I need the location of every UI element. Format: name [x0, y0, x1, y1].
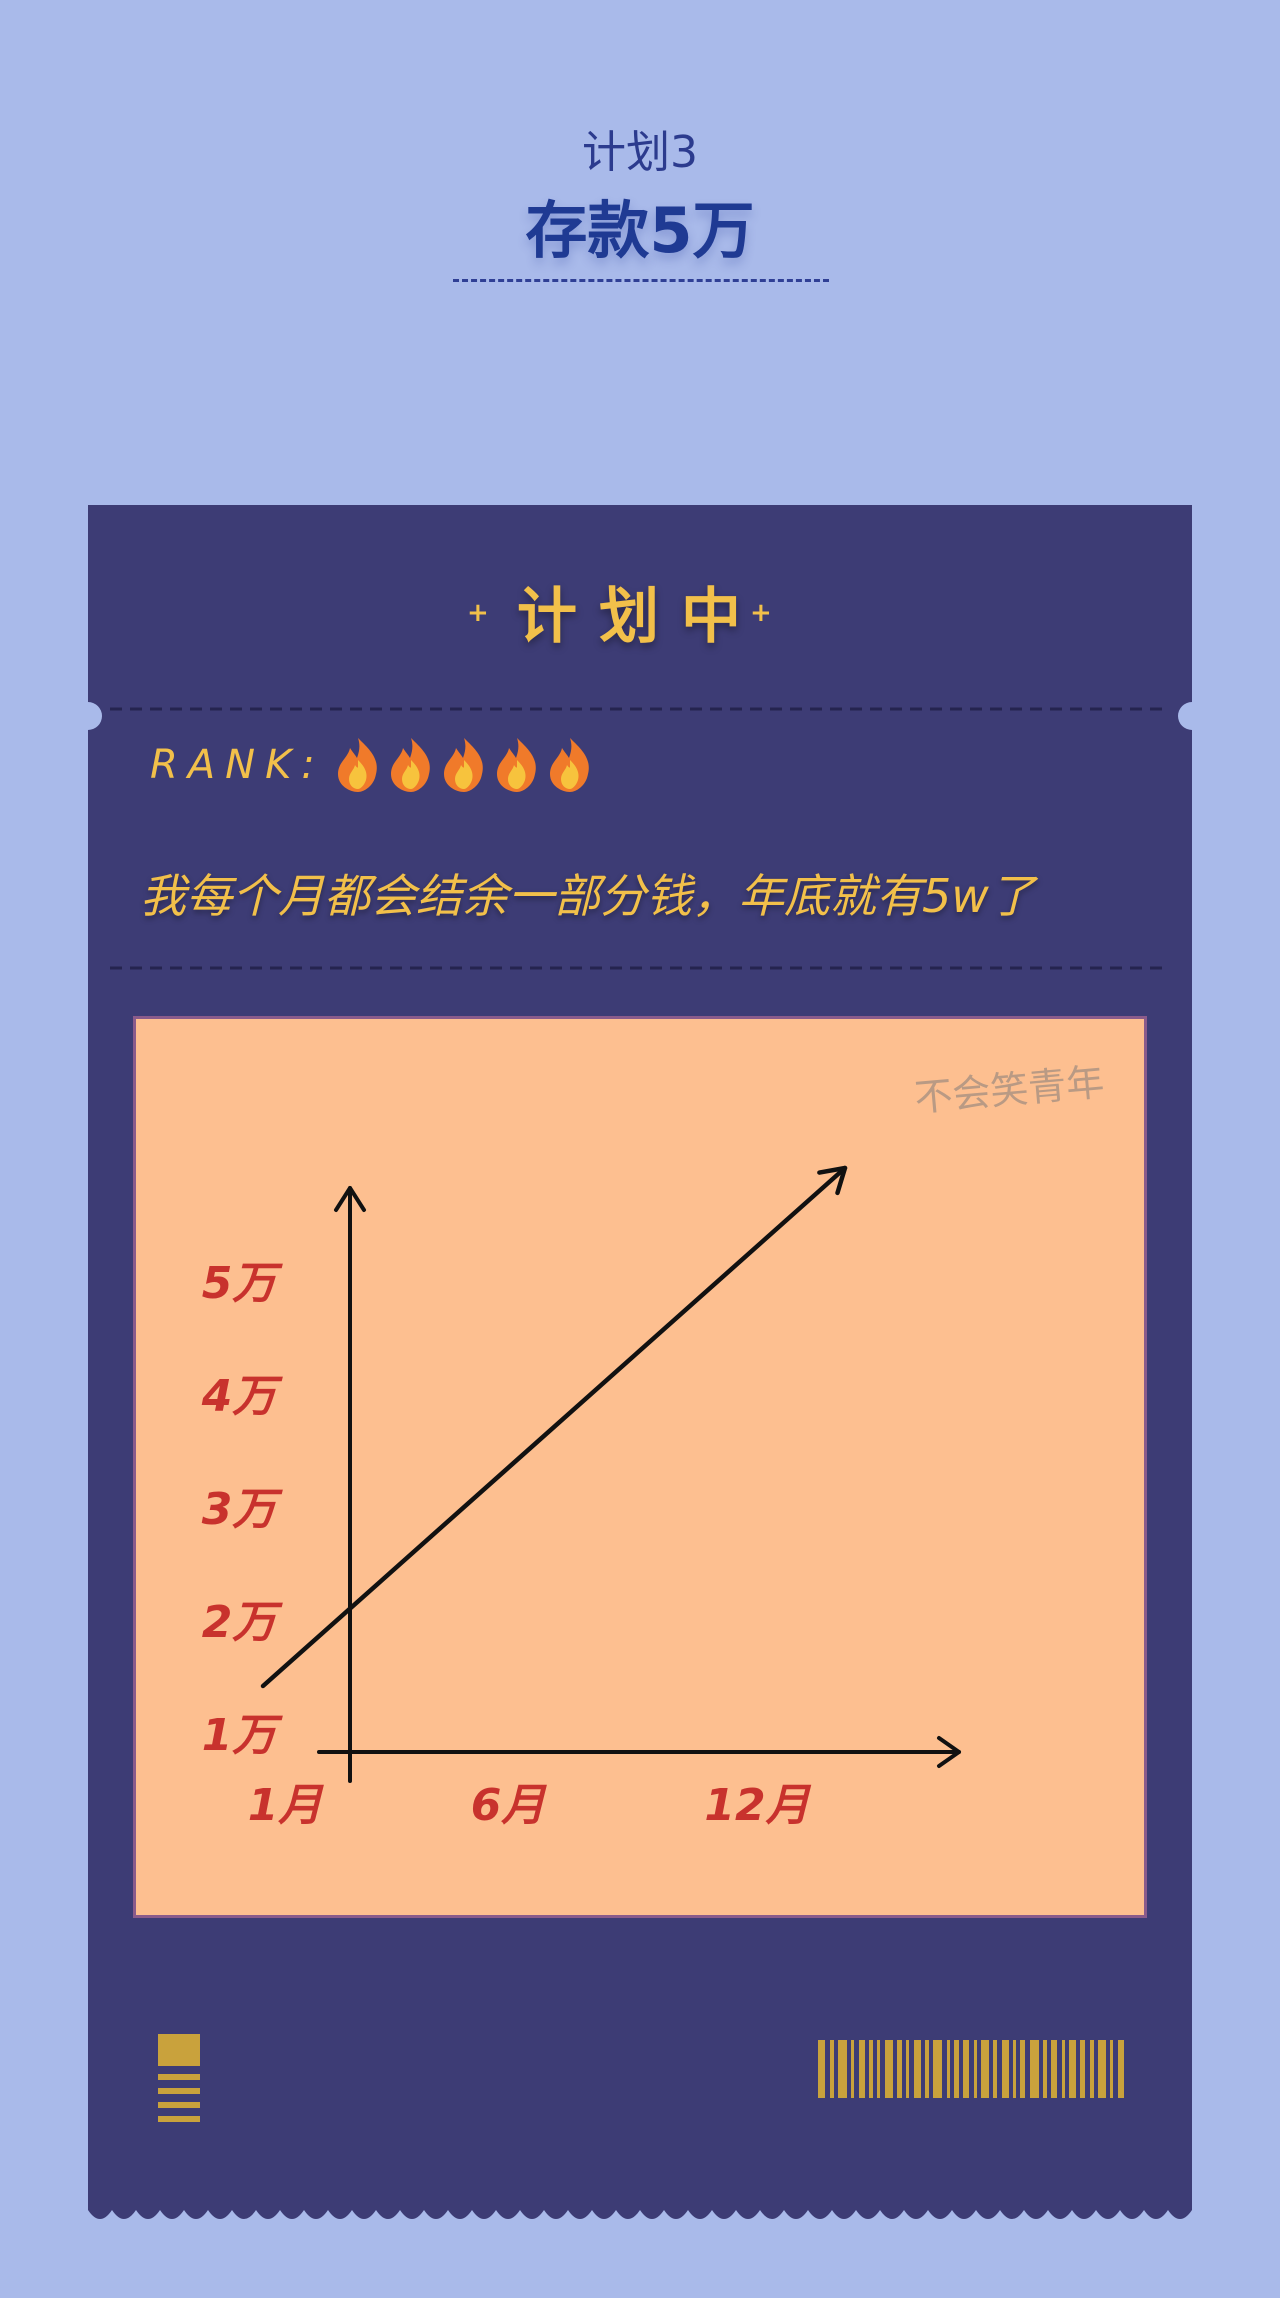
barcode-bar [993, 2040, 997, 2098]
menu-lines-icon [158, 2034, 200, 2122]
barcode-bar [1043, 2040, 1047, 2098]
barcode-bar [1020, 2040, 1025, 2098]
series-line [260, 1165, 848, 1689]
barcode-bar [1098, 2040, 1106, 2098]
x-axis [317, 1736, 961, 1768]
page-subtitle: 计划3 [582, 127, 698, 178]
x-tick-label: 6月 [471, 1780, 548, 1831]
rank-label: RANK: [150, 742, 325, 788]
y-tick-label: 3万 [202, 1484, 284, 1535]
chart-panel: 不会笑青年 [133, 1016, 1147, 1918]
barcode-bar [885, 2040, 893, 2098]
barcode-bar [830, 2040, 834, 2098]
barcode-bar [1002, 2040, 1009, 2098]
flame-icon [444, 738, 483, 792]
barcode-bar [1118, 2040, 1124, 2098]
barcode-bar [1030, 2040, 1039, 2098]
barcode-icon [818, 2040, 1124, 2098]
x-tick-label: 1月 [248, 1780, 325, 1831]
flame-icon [497, 738, 536, 792]
y-tick-label: 5万 [202, 1258, 284, 1309]
y-axis [334, 1186, 366, 1783]
page-title: 存款5万 [525, 194, 755, 267]
barcode-bar [1080, 2040, 1085, 2098]
barcode-bar [925, 2040, 929, 2098]
barcode-bar [981, 2040, 989, 2098]
title-divider [453, 279, 829, 282]
barcode-bar [963, 2040, 969, 2098]
barcode-bar [947, 2040, 950, 2098]
flame-icon [391, 738, 430, 792]
flame-icon [550, 738, 589, 792]
barcode-bar [851, 2040, 854, 2098]
barcode-bar [859, 2040, 865, 2098]
sparkle-right-icon: + [750, 598, 772, 628]
barcode-bar [906, 2040, 909, 2098]
barcode-bar [818, 2040, 825, 2098]
y-tick-label: 1万 [202, 1710, 284, 1761]
plan-status: 计划中 [517, 582, 763, 652]
flame-icon [338, 738, 377, 792]
barcode-bar [1051, 2040, 1057, 2098]
y-tick-label: 4万 [201, 1371, 284, 1422]
barcode-bar [877, 2040, 880, 2098]
barcode-bar [1013, 2040, 1016, 2098]
barcode-bar [974, 2040, 977, 2098]
barcode-bar [1110, 2040, 1113, 2098]
rank-flames [338, 738, 589, 792]
barcode-bar [869, 2040, 873, 2098]
savings-chart: 1万 2万 3万 4万 5万 1月 6月 12月 [201, 1165, 961, 1831]
barcode-bar [933, 2040, 942, 2098]
barcode-bar [897, 2040, 902, 2098]
barcode-bar [1062, 2040, 1065, 2098]
barcode-bar [1069, 2040, 1076, 2098]
plan-description: 我每个月都会结余一部分钱，年底就有5w了 [140, 869, 1035, 923]
barcode-bar [914, 2040, 921, 2098]
barcode-bar [838, 2040, 847, 2098]
y-tick-label: 2万 [202, 1597, 284, 1648]
barcode-bar [954, 2040, 959, 2098]
x-tick-label: 12月 [704, 1780, 811, 1831]
barcode-bar [1090, 2040, 1094, 2098]
sparkle-left-icon: + [467, 598, 489, 628]
